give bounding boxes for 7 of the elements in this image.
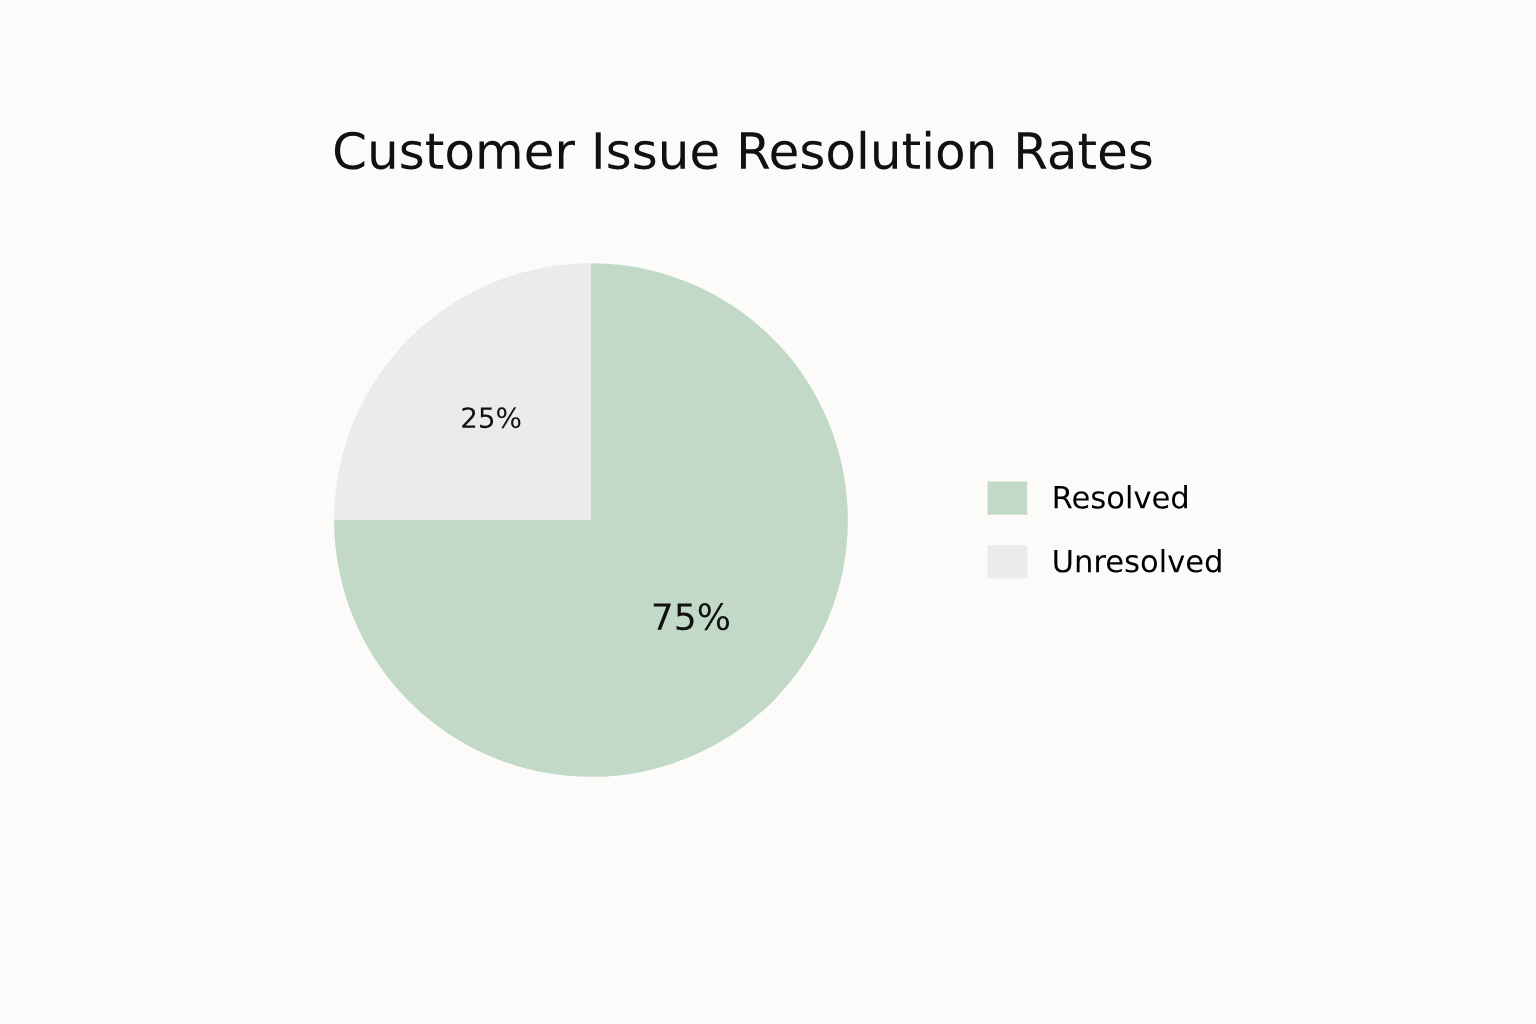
legend-label: Resolved — [1054, 485, 1187, 509]
data-label: 25% — [462, 407, 521, 429]
pie-slice — [334, 263, 848, 777]
data-label: 75% — [653, 603, 730, 631]
legend-label: Unresolved — [1054, 548, 1221, 573]
chart-title: Customer Issue Resolution Rates — [334, 130, 1152, 170]
pie-slice — [334, 263, 591, 520]
